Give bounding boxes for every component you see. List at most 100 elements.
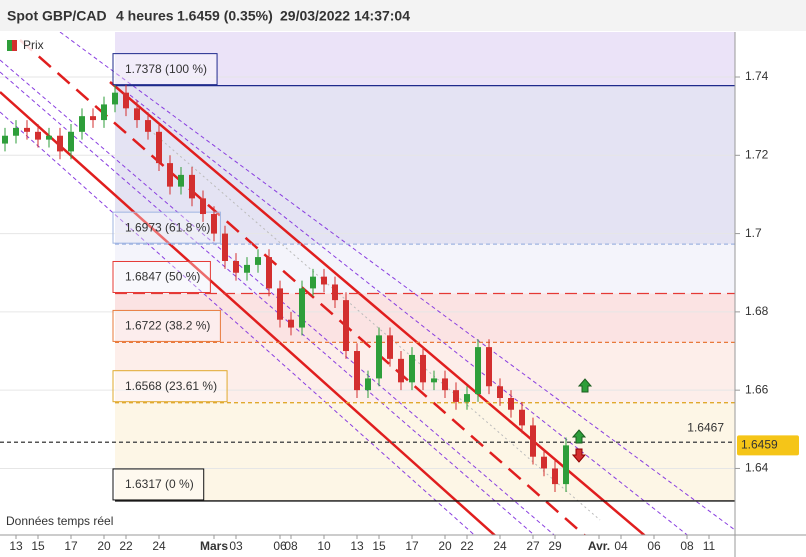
x-tick-label: 03 <box>229 539 243 553</box>
candle-body <box>200 198 206 215</box>
candle-body <box>497 386 503 398</box>
timeframe: 4 heures <box>116 8 174 24</box>
fib-label: 1.7378 (100 %) <box>125 62 207 76</box>
x-tick-label: 15 <box>372 539 386 553</box>
candle-body <box>178 174 184 187</box>
down-arrow <box>571 448 587 463</box>
x-tick-label: 20 <box>438 539 452 553</box>
candle-body <box>244 264 250 273</box>
candle-body <box>464 394 470 402</box>
fib-label: 1.6973 (61.8 %) <box>125 220 210 234</box>
y-tick-label: 1.64 <box>745 461 769 475</box>
fib-label: 1.6722 (38.2 %) <box>125 319 210 333</box>
x-tick-label: 08 <box>680 539 694 553</box>
symbol: Spot GBP/CAD <box>7 8 107 24</box>
header-bar <box>0 0 806 31</box>
candle-body <box>134 108 140 121</box>
last-price-label: 1.6459 <box>741 438 778 452</box>
candle-body <box>57 135 63 152</box>
candle-body <box>13 127 19 136</box>
channel-line <box>0 71 535 535</box>
x-tick-label: 08 <box>284 539 298 553</box>
x-tick-label: Avr. <box>588 539 610 553</box>
signal-arrows <box>571 378 593 463</box>
fib-label-box <box>112 260 211 293</box>
fib-label-box <box>112 370 228 403</box>
candle-body <box>442 378 448 391</box>
x-tick-label: 06 <box>273 539 287 553</box>
candle-body <box>365 378 371 391</box>
candle-body <box>145 120 151 132</box>
x-tick-label: 15 <box>31 539 45 553</box>
channel-line <box>0 111 476 535</box>
fib-label: 1.6847 (50 %) <box>125 270 200 284</box>
candle-body <box>453 390 459 402</box>
fib-label: 1.6317 (0 %) <box>125 477 194 491</box>
quote: 1.6459 (0.35%) <box>177 8 273 24</box>
x-tick-label: 17 <box>64 539 78 553</box>
candle-body <box>541 456 547 469</box>
candle-body <box>552 468 558 485</box>
candle-body <box>79 116 85 132</box>
fib-label-box <box>112 309 221 342</box>
up-arrow <box>571 429 587 444</box>
x-tick-label: 11 <box>703 539 716 553</box>
candle-body <box>321 276 327 285</box>
background-layer <box>115 32 735 501</box>
candle-body <box>343 300 349 352</box>
candle-body <box>2 135 8 144</box>
y-tick-label: 1.74 <box>745 69 769 83</box>
fib-label: 1.6568 (23.61 %) <box>125 379 217 393</box>
x-tick-label: 10 <box>317 539 331 553</box>
fib-label-box <box>112 53 218 86</box>
fib-label-box <box>112 211 221 244</box>
x-tick-label: 29 <box>548 539 562 553</box>
candle-body <box>266 257 272 289</box>
candle-body <box>398 358 404 383</box>
candle-body <box>530 425 536 457</box>
candle-body <box>354 351 360 391</box>
candle-body <box>519 409 525 426</box>
fib-layer: 1.7378 (100 %) 1.6973 (61.8 %) 1.6847 (50 … <box>0 53 735 502</box>
candle-body <box>420 354 426 383</box>
channel-line <box>0 59 555 535</box>
y-tick-label: 1.68 <box>745 304 769 318</box>
candle-body <box>475 347 481 395</box>
up-arrow <box>577 378 593 393</box>
candle-body <box>90 116 96 121</box>
x-tick-label: 17 <box>405 539 419 553</box>
channel-line <box>0 91 497 535</box>
x-tick-label: 24 <box>152 539 166 553</box>
candle-body <box>123 92 129 109</box>
candle-body <box>24 127 30 132</box>
last-price-tag <box>737 435 799 456</box>
x-tick-label: 13 <box>9 539 23 553</box>
candle-body <box>156 131 162 164</box>
grid-layer <box>0 76 735 469</box>
timestamp: 29/03/2022 14:37:04 <box>280 8 410 24</box>
candle-body <box>332 284 338 301</box>
candle-body <box>222 233 228 261</box>
x-tick-label: 06 <box>647 539 661 553</box>
candles <box>2 84 569 492</box>
footnote: Données temps réel <box>6 514 113 528</box>
candle-body <box>46 135 52 140</box>
y-tick-label: 1.66 <box>745 382 769 396</box>
x-tick-label: 24 <box>493 539 507 553</box>
candle-body <box>288 319 294 328</box>
candle-body <box>211 214 217 234</box>
candle-body <box>167 163 173 187</box>
x-tick-label: 20 <box>97 539 111 553</box>
legend-label: Prix <box>23 38 44 52</box>
fib-label-box <box>112 468 205 501</box>
channel-lines <box>0 32 735 535</box>
y-tick-label: 1.72 <box>745 147 769 161</box>
legend-swatch <box>12 40 17 51</box>
x-tick-label: 22 <box>119 539 133 553</box>
x-tick-label: 27 <box>526 539 540 553</box>
candle-body <box>277 288 283 320</box>
fib-band <box>115 293 735 343</box>
x-tick-label: 04 <box>614 539 628 553</box>
